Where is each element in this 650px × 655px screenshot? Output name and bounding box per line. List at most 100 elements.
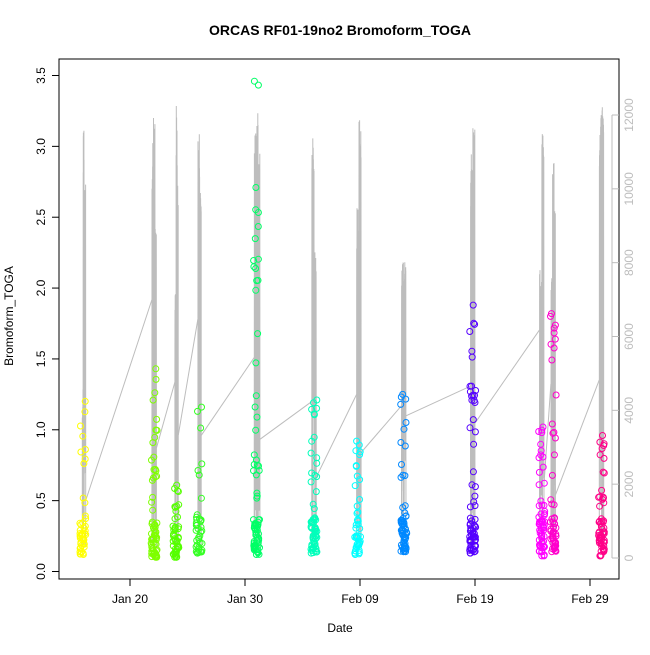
y-tick-label: 1.0 xyxy=(34,421,48,438)
data-point-series-6 xyxy=(311,532,319,540)
data-point-series-11 xyxy=(551,544,559,552)
data-point-series-12 xyxy=(595,493,603,501)
data-point-series-12 xyxy=(597,551,605,559)
data-point-series-6 xyxy=(313,473,321,481)
y2-tick-label: 12000 xyxy=(622,98,636,132)
data-point-series-8 xyxy=(403,529,411,537)
data-point-series-2 xyxy=(150,466,158,474)
altitude-track-flight-10 xyxy=(538,134,545,549)
data-point-series-8 xyxy=(398,526,406,534)
data-point-series-6 xyxy=(311,529,319,536)
altitude-track-flight-6 xyxy=(311,138,317,547)
data-point-series-2 xyxy=(151,473,159,481)
data-point-series-5 xyxy=(252,286,260,294)
data-point-series-11 xyxy=(549,429,557,437)
data-point-series-8 xyxy=(402,525,409,533)
altitude-track-transit-1 xyxy=(85,299,153,501)
altitude-track-transit-8 xyxy=(405,385,471,417)
data-point-series-3 xyxy=(169,537,177,545)
data-point-series-5 xyxy=(255,534,263,542)
data-point-series-5 xyxy=(251,543,258,551)
data-point-series-6 xyxy=(307,478,315,486)
data-point-series-12 xyxy=(600,469,608,477)
data-point-series-12 xyxy=(596,552,604,560)
x-tick-label: Feb 19 xyxy=(456,592,494,606)
data-point-series-8 xyxy=(401,502,409,510)
data-point-series-5 xyxy=(254,209,262,216)
data-point-series-6 xyxy=(308,405,316,413)
data-point-series-10 xyxy=(535,454,543,462)
altitude-track-transit-10 xyxy=(543,383,552,484)
data-point-series-9 xyxy=(466,388,474,396)
data-point-series-12 xyxy=(595,539,603,547)
data-point-series-9 xyxy=(471,483,479,491)
data-point-series-2 xyxy=(152,426,160,434)
data-point-series-5 xyxy=(254,223,262,230)
data-point-series-8 xyxy=(397,400,405,408)
data-point-series-11 xyxy=(552,547,560,555)
y2-tick-label: 6000 xyxy=(622,323,636,350)
data-point-series-5 xyxy=(250,546,258,554)
data-point-series-5 xyxy=(251,403,259,411)
data-point-series-6 xyxy=(313,454,321,462)
data-point-series-1 xyxy=(77,422,84,430)
data-point-series-12 xyxy=(599,495,606,503)
data-point-series-7 xyxy=(351,547,359,555)
y-tick-label: 1.5 xyxy=(34,350,48,367)
data-point-series-9 xyxy=(468,392,476,400)
data-point-series-11 xyxy=(550,451,558,459)
data-point-series-10 xyxy=(540,479,548,487)
y-tick-label: 3.0 xyxy=(34,138,48,155)
data-point-series-7 xyxy=(352,462,360,470)
data-point-series-5 xyxy=(250,542,258,550)
data-point-series-9 xyxy=(466,503,474,511)
data-point-series-5 xyxy=(254,255,262,263)
data-point-series-2 xyxy=(153,415,161,423)
data-point-series-12 xyxy=(600,538,608,546)
plot-frame xyxy=(58,58,620,580)
data-point-series-10 xyxy=(537,447,545,455)
altitude-track-flight-1 xyxy=(81,130,87,547)
data-point-series-6 xyxy=(310,433,318,441)
data-point-series-5 xyxy=(253,413,261,421)
y2-tick-label: 10000 xyxy=(622,172,636,206)
data-point-series-11 xyxy=(547,496,555,504)
data-point-series-6 xyxy=(307,449,315,457)
data-point-series-6 xyxy=(312,488,320,496)
data-point-series-5 xyxy=(252,426,260,434)
data-point-series-8 xyxy=(402,419,410,426)
data-point-series-1 xyxy=(79,432,87,440)
data-point-series-1 xyxy=(76,548,84,556)
data-point-series-8 xyxy=(402,395,410,403)
data-point-series-11 xyxy=(547,312,554,320)
data-point-series-2 xyxy=(149,506,157,514)
data-point-series-9 xyxy=(470,498,478,506)
data-point-series-5 xyxy=(253,277,261,285)
data-point-series-11 xyxy=(549,529,557,537)
data-point-series-9 xyxy=(471,547,479,555)
y2-tick-label: 0 xyxy=(622,554,636,561)
data-point-series-5 xyxy=(252,265,260,272)
data-point-series-8 xyxy=(397,547,405,555)
data-point-series-12 xyxy=(596,451,604,459)
data-point-series-5 xyxy=(252,184,260,191)
data-point-series-1 xyxy=(81,455,89,463)
data-point-series-9 xyxy=(470,440,478,448)
data-point-series-2 xyxy=(149,493,157,501)
data-point-series-4 xyxy=(198,460,206,468)
y-tick-label: 2.5 xyxy=(34,209,48,226)
data-point-series-4 xyxy=(196,539,204,547)
data-point-series-9 xyxy=(467,541,475,549)
data-point-series-9 xyxy=(471,537,479,545)
data-point-series-12 xyxy=(596,517,603,525)
data-point-series-6 xyxy=(308,518,316,526)
data-point-series-4 xyxy=(198,527,206,535)
data-point-series-10 xyxy=(540,552,548,560)
data-point-series-5 xyxy=(250,77,258,85)
data-point-series-12 xyxy=(596,502,604,510)
data-point-series-10 xyxy=(539,463,547,471)
data-point-series-11 xyxy=(547,340,555,348)
data-point-series-2 xyxy=(152,528,160,536)
